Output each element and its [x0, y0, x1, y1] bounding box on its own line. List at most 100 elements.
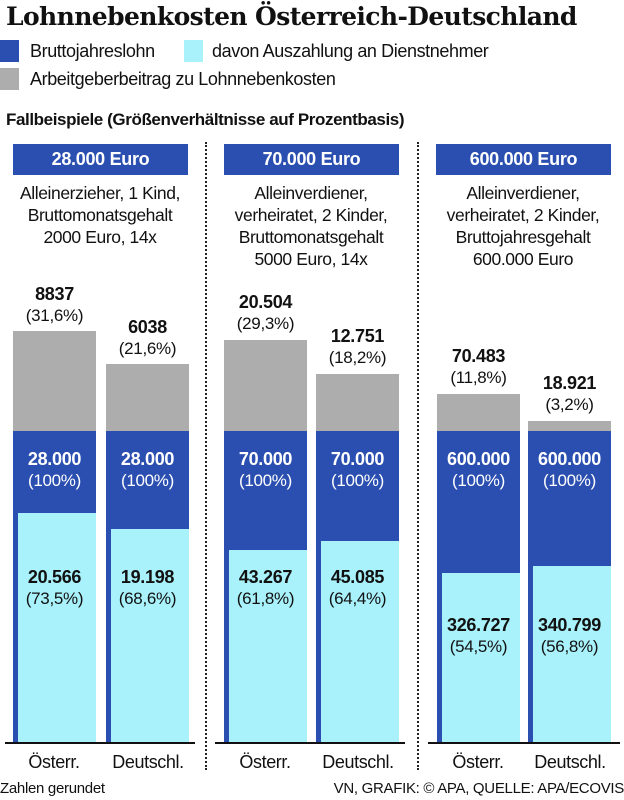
net-pct: (68,6%)	[118, 589, 177, 608]
segment-net	[533, 566, 611, 742]
x-label-austria: Österr.	[28, 752, 80, 772]
employer-value: 12.751	[330, 326, 385, 346]
employer-label: 12.751 (18,2%)	[306, 326, 409, 368]
net-label: 326.727 (54,5%)	[427, 615, 530, 657]
employer-pct: (3,2%)	[545, 395, 594, 414]
net-value: 19.198	[120, 567, 175, 587]
group-divider	[205, 142, 207, 770]
gross-pct: (100%)	[238, 471, 292, 490]
gross-value: 70.000	[330, 449, 385, 469]
legend-swatch-gross	[0, 40, 19, 62]
x-label-austria: Österr.	[452, 752, 504, 772]
x-axis-line	[428, 742, 620, 744]
employer-value: 20.504	[238, 292, 293, 312]
x-label-germany: Deutschl.	[534, 752, 606, 772]
desc-line: Alleinerzieher, 1 Kind,	[19, 183, 181, 203]
bar-germany-600000: 600.000 (100%) 340.799 (56,8%)	[528, 421, 611, 742]
bar-austria-70000: 70.000 (100%) 43.267 (61,8%)	[224, 340, 307, 742]
bar-germany-70000: 70.000 (100%) 45.085 (64,4%)	[316, 374, 399, 742]
group-description: Alleinverdiener, verheiratet, 2 Kinder, …	[423, 182, 623, 270]
employer-value: 6038	[128, 317, 167, 337]
net-pct: (64,4%)	[328, 589, 387, 608]
employer-value: 18.921	[542, 373, 597, 393]
group-header-70000: 70.000 Euro	[224, 144, 399, 175]
gross-label: 28.000 (100%)	[96, 449, 199, 491]
gross-pct: (100%)	[27, 471, 81, 490]
desc-line: 2000 Euro, 14x	[43, 227, 157, 247]
net-value: 43.267	[238, 567, 293, 587]
legend-label-employer: Arbeitgeberbeitrag zu Lohnnebenkosten	[30, 69, 336, 89]
x-label-germany: Deutschl.	[112, 752, 184, 772]
net-value: 20.566	[27, 567, 82, 587]
legend-swatch-net	[184, 40, 203, 62]
bar-germany-28000: 28.000 (100%) 19.198 (68,6%)	[106, 364, 189, 742]
gross-pct: (100%)	[542, 471, 596, 490]
desc-line: Bruttomonatsgehalt	[27, 205, 173, 225]
segment-net	[321, 541, 399, 742]
legend-label-net: davon Auszahlung an Dienstnehmer	[212, 41, 489, 61]
employer-pct: (21,6%)	[118, 339, 177, 358]
legend-swatch-employer	[0, 68, 19, 90]
employer-label: 8837 (31,6%)	[3, 284, 106, 326]
desc-line: 600.000 Euro	[472, 249, 574, 269]
segment-net	[111, 529, 189, 742]
gross-label: 70.000 (100%)	[214, 449, 317, 491]
desc-line: Alleinverdiener,	[466, 183, 580, 203]
bar-austria-600000: 600.000 (100%) 326.727 (54,5%)	[437, 394, 520, 742]
group-description: Alleinverdiener, verheiratet, 2 Kinder, …	[211, 182, 411, 270]
gross-pct: (100%)	[330, 471, 384, 490]
desc-line: 5000 Euro, 14x	[254, 249, 368, 269]
desc-line: Bruttojahresgehalt	[455, 227, 591, 247]
gross-pct: (100%)	[451, 471, 505, 490]
chart-subtitle: Fallbeispiele (Größenverhältnisse auf Pr…	[6, 110, 405, 129]
group-header-28000: 28.000 Euro	[13, 144, 188, 175]
desc-line: verheiratet, 2 Kinder,	[234, 205, 388, 225]
net-value: 340.799	[538, 615, 601, 635]
source-credit: VN, GRAFIK: © APA, QUELLE: APA/ECOVIS	[333, 780, 624, 797]
chart-title: Lohnnebenkosten Österreich-Deutschland	[6, 2, 577, 31]
gross-value: 70.000	[238, 449, 293, 469]
net-label: 45.085 (64,4%)	[306, 567, 409, 609]
footnote: Zahlen gerundet	[0, 780, 105, 797]
segment-employer	[224, 340, 307, 431]
x-label-austria: Österr.	[239, 752, 291, 772]
employer-value: 8837	[35, 284, 74, 304]
net-label: 19.198 (68,6%)	[96, 567, 199, 609]
segment-employer	[528, 421, 611, 431]
employer-label: 18.921 (3,2%)	[518, 373, 621, 415]
legend-label-gross: Bruttojahreslohn	[30, 41, 155, 61]
bar-austria-28000: 28.000 (100%) 20.566 (73,5%)	[13, 331, 96, 742]
desc-line: Bruttomonatsgehalt	[238, 227, 384, 247]
net-pct: (56,8%)	[540, 637, 599, 656]
segment-employer	[316, 374, 399, 431]
gross-label: 600.000 (100%)	[427, 449, 530, 491]
x-axis-line	[5, 742, 195, 744]
x-axis-line	[215, 742, 405, 744]
net-pct: (73,5%)	[25, 589, 84, 608]
gross-label: 600.000 (100%)	[518, 449, 621, 491]
segment-employer	[13, 331, 96, 431]
net-label: 20.566 (73,5%)	[3, 567, 106, 609]
employer-pct: (29,3%)	[236, 314, 295, 333]
gross-value: 600.000	[538, 449, 601, 469]
segment-net	[229, 550, 307, 742]
employer-value: 70.483	[451, 346, 506, 366]
employer-label: 6038 (21,6%)	[96, 317, 199, 359]
desc-line: Alleinverdiener,	[254, 183, 368, 203]
employer-pct: (18,2%)	[328, 348, 387, 367]
net-pct: (61,8%)	[236, 589, 295, 608]
gross-value: 28.000	[120, 449, 175, 469]
desc-line: verheiratet, 2 Kinder,	[446, 205, 600, 225]
segment-net	[442, 573, 520, 742]
gross-value: 600.000	[447, 449, 510, 469]
net-value: 326.727	[447, 615, 510, 635]
x-label-germany: Deutschl.	[322, 752, 394, 772]
gross-label: 28.000 (100%)	[3, 449, 106, 491]
employer-label: 20.504 (29,3%)	[214, 292, 317, 334]
segment-net	[18, 513, 96, 742]
employer-pct: (11,8%)	[450, 368, 507, 387]
net-label: 340.799 (56,8%)	[518, 615, 621, 657]
employer-pct: (31,6%)	[25, 306, 84, 325]
net-label: 43.267 (61,8%)	[214, 567, 317, 609]
net-value: 45.085	[330, 567, 385, 587]
